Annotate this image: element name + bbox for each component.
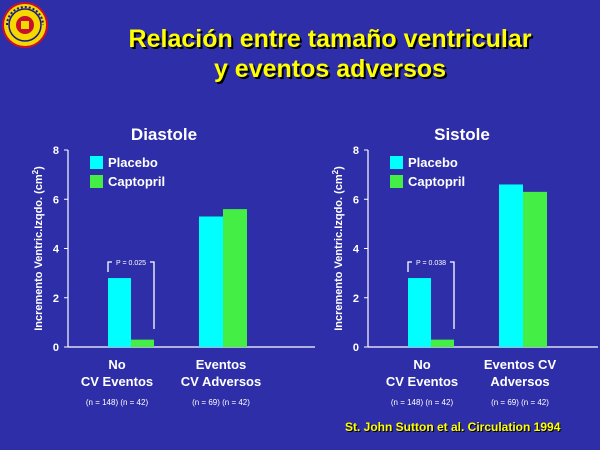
chart-1-category-label-1-line1: No bbox=[108, 357, 125, 372]
chart-2-y-tick-label: 0 bbox=[353, 342, 359, 354]
chart-1-category-n-2: (n = 69) (n = 42) bbox=[192, 398, 250, 407]
chart-2-legend-swatch-placebo bbox=[390, 156, 403, 169]
chart-1-y-tick-label: 4 bbox=[53, 244, 60, 256]
chart-2-legend-label-placebo: Placebo bbox=[408, 155, 458, 170]
chart-1-annotation-bg bbox=[112, 257, 150, 267]
chart-2-y-tick-label: 6 bbox=[353, 194, 359, 206]
chart-2-bar-placebo-2 bbox=[499, 184, 523, 347]
chart-1-legend-label-captopril: Captopril bbox=[108, 174, 165, 189]
chart-2-category-label-1-line2: CV Eventos bbox=[386, 374, 458, 389]
slide-title-line1: Relación entre tamaño ventricular bbox=[128, 25, 532, 53]
slide-title-line2: y eventos adversos bbox=[213, 55, 447, 83]
chart-1-y-tick-label: 2 bbox=[53, 293, 59, 305]
university-seal-logo bbox=[2, 2, 48, 48]
chart-2-y-axis-label: Incremento Ventric.Izqdo. (cm2) bbox=[331, 166, 345, 331]
chart-1-p-value-annotation: P = 0.025 bbox=[116, 260, 146, 267]
chart-1-category-n-1: (n = 148) (n = 42) bbox=[86, 398, 149, 407]
chart-1-legend-swatch-placebo bbox=[90, 156, 103, 169]
chart-1-bar-placebo-2 bbox=[199, 216, 223, 347]
chart-1-bar-placebo-1 bbox=[108, 278, 131, 347]
chart-1-category-label-2-line1: Eventos bbox=[196, 357, 247, 372]
chart-2-legend-swatch-captopril bbox=[390, 175, 403, 188]
chart-1-y-tick-label: 8 bbox=[53, 145, 59, 157]
chart-1-legend-label-placebo: Placebo bbox=[108, 155, 158, 170]
chart-2-category-label-2-line1: Eventos CV bbox=[484, 357, 557, 372]
chart-1-y-axis-label: Incremento Ventric.Izqdo. (cm2) bbox=[31, 166, 45, 331]
chart-2-category-label-1-line1: No bbox=[413, 357, 430, 372]
chart-2-bar-placebo-1 bbox=[408, 278, 431, 347]
chart-2-bar-captopril-1 bbox=[431, 339, 454, 347]
chart-1-title: Diastole bbox=[131, 125, 197, 144]
chart-2-category-n-1: (n = 148) (n = 42) bbox=[391, 398, 454, 407]
chart-2-category-label-2-line2: Adversos bbox=[490, 374, 549, 389]
chart-1-bar-captopril-1 bbox=[131, 339, 154, 347]
chart-1-category-label-1-line2: CV Eventos bbox=[81, 374, 153, 389]
chart-1-category-label-2-line2: CV Adversos bbox=[181, 374, 261, 389]
chart-2-legend-label-captopril: Captopril bbox=[408, 174, 465, 189]
chart-2-title: Sistole bbox=[434, 125, 490, 144]
chart-2-p-value-annotation: P = 0.038 bbox=[416, 260, 446, 267]
chart-2-annotation-bg bbox=[412, 257, 450, 267]
chart-2-y-tick-label: 4 bbox=[353, 244, 360, 256]
citation: St. John Sutton et al. Circulation 1994 bbox=[345, 420, 561, 434]
chart-2-y-tick-label: 2 bbox=[353, 293, 359, 305]
chart-1-legend-swatch-captopril bbox=[90, 175, 103, 188]
chart-2-bar-captopril-2 bbox=[523, 191, 547, 347]
chart-1-y-tick-label: 6 bbox=[53, 194, 59, 206]
slide-title: Relación entre tamaño ventricular y even… bbox=[60, 24, 600, 84]
chart-1-bar-captopril-2 bbox=[223, 209, 247, 347]
chart-1-y-tick-label: 0 bbox=[53, 342, 59, 354]
chart-2-category-n-2: (n = 69) (n = 42) bbox=[491, 398, 549, 407]
chart-2-y-tick-label: 8 bbox=[353, 145, 359, 157]
